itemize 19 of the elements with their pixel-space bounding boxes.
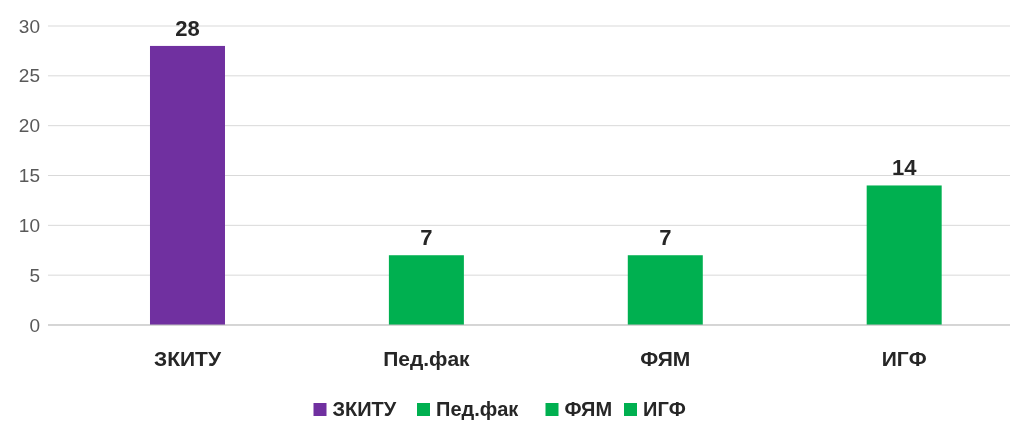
y-tick-label: 15 xyxy=(18,165,40,187)
legend-label: ИГФ xyxy=(643,398,686,420)
y-tick-label: 5 xyxy=(29,264,40,286)
data-label: 28 xyxy=(175,15,200,41)
legend-label: ЗКИТУ xyxy=(332,398,397,420)
legend-label: ФЯМ xyxy=(564,398,613,420)
data-label: 7 xyxy=(420,225,433,251)
data-label: 14 xyxy=(891,155,918,181)
y-tick-label: 10 xyxy=(18,214,40,236)
x-tick-label: ИГФ xyxy=(881,347,927,370)
y-tick-label: 30 xyxy=(18,15,40,37)
legend-label: Пед.фак xyxy=(436,398,520,420)
y-tick-label: 0 xyxy=(29,314,40,336)
data-label: 7 xyxy=(659,225,672,251)
y-tick-label: 20 xyxy=(18,115,40,137)
y-tick-label: 25 xyxy=(18,65,40,87)
x-tick-label: ЗКИТУ xyxy=(154,347,222,370)
x-tick-label: Пед.фак xyxy=(383,347,471,370)
x-tick-label: ФЯМ xyxy=(640,347,691,370)
